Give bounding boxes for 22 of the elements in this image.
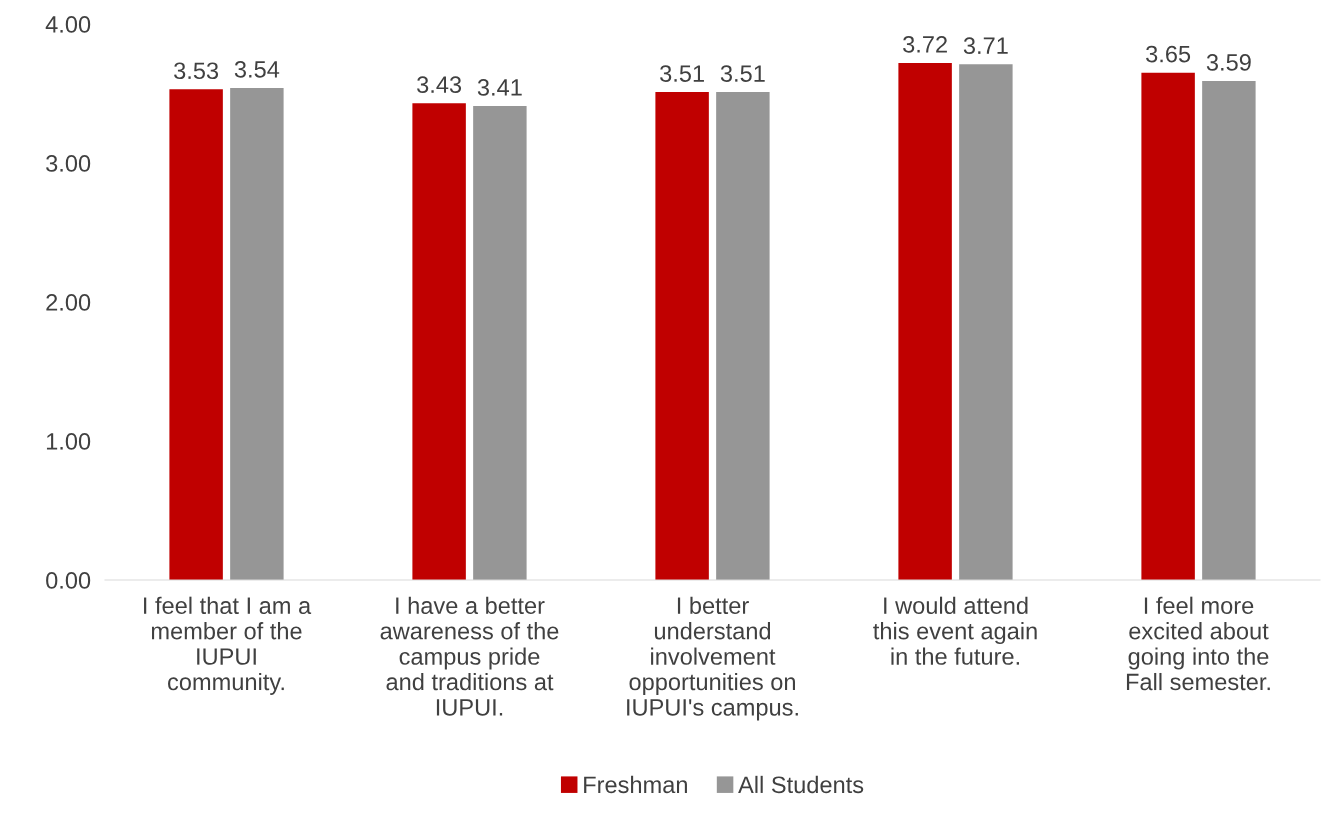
y-tick-label: 4.00 — [45, 16, 91, 33]
x-tick-label: I feel that I am a member of the IUPUI community. — [144, 596, 312, 695]
data-label: 3.41 — [477, 79, 522, 96]
data-label: 3.51 — [660, 65, 704, 82]
y-tick-label: 3.00 — [46, 155, 91, 172]
data-label: 3.51 — [720, 65, 765, 82]
x-tick-label: I better understand involvement opportunities on IUPUI's campus. — [627, 596, 798, 721]
data-label: 3.53 — [174, 62, 219, 80]
y-tick-label: 0.00 — [46, 572, 91, 589]
data-label: 3.43 — [417, 76, 462, 94]
data-label: 3.65 — [1146, 45, 1191, 63]
y-tick-label: 2.00 — [46, 294, 91, 311]
data-label: 3.71 — [963, 37, 1008, 55]
legend-label: All Students — [738, 775, 864, 794]
y-tick-label: 1.00 — [46, 433, 91, 450]
x-tick-label: I feel more excited about going into the Fall semester. — [1126, 596, 1270, 691]
x-tick-label: I have a better awareness of the campus pride and traditions at IUPUI. — [380, 596, 559, 716]
legend-label: Freshman — [584, 775, 687, 794]
data-label: 3.59 — [1206, 54, 1251, 71]
data-label: 3.54 — [234, 61, 280, 78]
x-tick-label: I would attend this event again in the future. — [873, 596, 1037, 665]
data-label: 3.72 — [903, 35, 947, 53]
